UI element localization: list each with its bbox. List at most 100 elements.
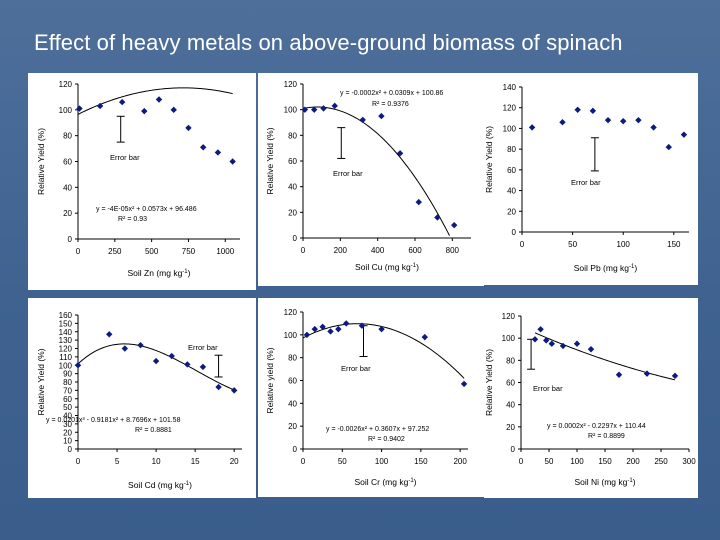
y-tick-label: 120: [59, 80, 73, 89]
x-axis-label: Soil Pb (mg kg-1): [574, 263, 638, 273]
y-tick-label: 20: [288, 208, 297, 217]
y-axis-label: Relative Yield (%): [484, 126, 494, 193]
x-tick-label: 15: [191, 457, 200, 466]
y-tick-label: 100: [284, 331, 298, 340]
data-point: [589, 107, 597, 115]
data-point: [311, 325, 318, 333]
y-tick-label: 20: [507, 207, 516, 216]
y-tick-label: 100: [284, 106, 298, 115]
error-bar-label: Error bar: [533, 384, 563, 393]
y-tick-label: 20: [63, 209, 72, 218]
data-point: [74, 362, 82, 369]
y-tick-label: 60: [506, 379, 515, 388]
data-point: [96, 102, 104, 110]
x-tick-label: 0: [76, 457, 81, 466]
y-tick-label: 160: [59, 311, 73, 320]
data-point: [199, 144, 207, 151]
trend-equation: y = -4E-05x² + 0.0573x + 96.486: [96, 206, 197, 213]
chart-cr-panel: 0 20 40 60 80 100 120 0 50 100 150 200 Soil Cr (mg k…: [258, 298, 484, 497]
data-point: [301, 106, 309, 113]
data-point: [215, 383, 222, 391]
y-tick-label: 70: [63, 386, 72, 395]
x-tick-label: 0: [519, 457, 524, 466]
chart-cr: 0 20 40 60 80 100 120 0 50 100 150 200 Soil Cr (mg k…: [265, 308, 468, 487]
trend-equation: y = 0.0002x² - 0.2297x + 110.44: [547, 423, 646, 430]
x-tick-label: 0: [520, 240, 525, 249]
data-point: [451, 221, 458, 229]
x-tick-label: 50: [568, 240, 577, 249]
chart-ni: 0 20 40 60 80 100 120 0 50 100 150 200 250 300 Soil Ni…: [484, 312, 696, 487]
trend-line: [534, 332, 676, 381]
data-point: [665, 143, 672, 151]
trend-line: [302, 106, 450, 236]
y-tick-label: 0: [68, 235, 73, 244]
data-point: [643, 370, 651, 377]
x-axis-label-sup: -1: [411, 263, 417, 269]
data-point: [184, 361, 191, 368]
x-tick-label: 100: [617, 240, 631, 249]
y-axis-label: Relative Yield (%): [36, 128, 46, 195]
error-bar-label: Error bar: [341, 364, 371, 373]
y-tick-label: 80: [63, 132, 72, 141]
x-axis-label-text: Soil Cr (mg kg: [354, 477, 408, 487]
y-tick-label: 10: [63, 437, 72, 446]
y-tick-label: 80: [288, 354, 297, 363]
chart-zn: 0 20 40 60 80 100 120 0 250 500 750 1000 Soil Zn (mg…: [36, 80, 240, 278]
data-point: [537, 326, 544, 333]
data-point: [137, 341, 144, 349]
y-tick-label: 0: [293, 234, 298, 243]
chart-pb: 0 20 40 60 80 100 120 140 0 50 100 150 Soil Pb (mg k…: [484, 83, 689, 273]
y-tick-label: 100: [59, 106, 73, 115]
y-tick-label: 120: [284, 308, 298, 317]
trend-equation: y = -0.0002x² + 0.0309x + 100.86: [340, 90, 443, 97]
y-tick-label: 40: [506, 401, 515, 410]
data-point: [106, 331, 113, 338]
x-axis-label-text: Soil Cd (mg kg: [128, 480, 184, 490]
x-tick-label: 150: [598, 457, 612, 466]
y-tick-label: 120: [502, 312, 516, 321]
y-tick-label: 130: [59, 336, 73, 345]
data-point: [680, 131, 688, 138]
y-axis-label: Relative Yield (%): [36, 348, 46, 415]
x-tick-label: 250: [654, 457, 668, 466]
x-axis-label: Soil Cu (mg kg-1): [355, 262, 419, 272]
data-point: [327, 328, 334, 335]
data-point: [434, 214, 441, 221]
data-point: [396, 150, 404, 157]
y-tick-label: 40: [63, 183, 72, 192]
x-tick-label: 250: [108, 247, 122, 256]
y-tick-label: 60: [288, 377, 297, 386]
data-point: [168, 352, 175, 360]
data-point: [635, 116, 642, 124]
x-tick-label: 750: [182, 247, 196, 256]
y-tick-label: 80: [506, 356, 515, 365]
data-point: [574, 106, 581, 113]
x-tick-label: 50: [338, 457, 347, 466]
data-point: [230, 387, 238, 394]
x-tick-label: 600: [408, 246, 422, 255]
y-tick-label: 40: [288, 399, 297, 408]
y-tick-label: 0: [68, 445, 73, 454]
r-squared: R² = 0.8881: [135, 427, 172, 434]
y-tick-label: 100: [59, 361, 73, 370]
y-tick-label: 150: [59, 319, 73, 328]
error-bar-label: Error bar: [571, 178, 601, 187]
y-tick-label: 0: [293, 445, 298, 454]
x-axis-label-end: ): [414, 477, 417, 487]
x-axis-label-end: ): [416, 262, 419, 272]
x-tick-label: 800: [446, 246, 460, 255]
x-tick-label: 10: [152, 457, 161, 466]
x-tick-label: 50: [545, 457, 554, 466]
data-point: [118, 98, 126, 106]
data-point: [358, 322, 366, 329]
y-tick-label: 0: [511, 445, 516, 454]
data-point: [152, 357, 160, 365]
data-point: [604, 116, 612, 124]
y-axis-label: Relative Yield (%): [265, 127, 275, 194]
trend-line: [77, 87, 233, 115]
y-tick-label: 40: [507, 187, 516, 196]
y-tick-label: 60: [63, 395, 72, 404]
x-tick-label: 0: [76, 247, 81, 256]
data-point: [460, 380, 468, 388]
y-tick-label: 50: [63, 403, 72, 412]
